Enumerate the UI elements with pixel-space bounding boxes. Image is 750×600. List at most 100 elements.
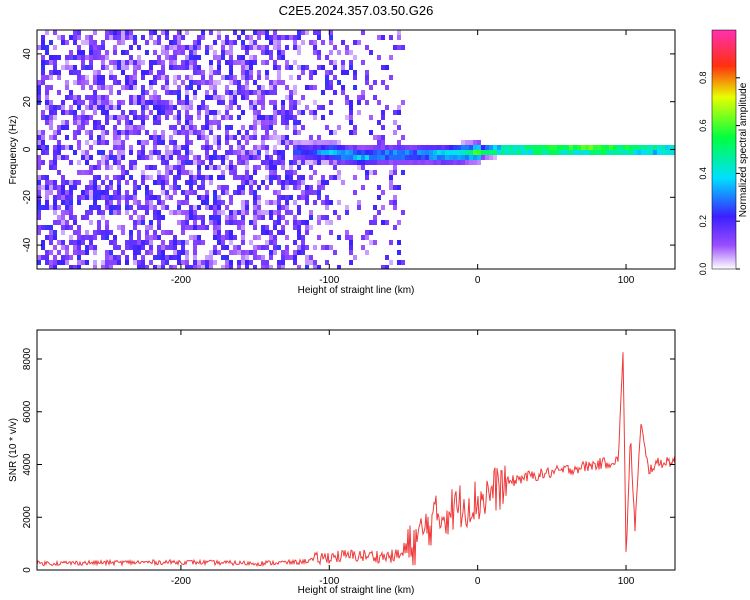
- heatmap-cell: [169, 230, 173, 235]
- heatmap-cell: [153, 235, 157, 240]
- heatmap-cell: [365, 150, 369, 155]
- heatmap-cell: [205, 120, 209, 125]
- heatmap-cell: [157, 55, 161, 60]
- heatmap-cell: [157, 195, 161, 200]
- heatmap-cell: [77, 125, 81, 130]
- heatmap-cell: [221, 245, 225, 250]
- heatmap-cell: [153, 180, 157, 185]
- heatmap-cell: [165, 150, 169, 155]
- x-tick-label: -200: [171, 275, 191, 286]
- heatmap-cell: [665, 150, 669, 155]
- heatmap-cell: [141, 95, 145, 100]
- heatmap-cell: [157, 120, 161, 125]
- heatmap-cell: [485, 155, 489, 160]
- heatmap-cell: [177, 115, 181, 120]
- heatmap-cell: [253, 225, 257, 230]
- heatmap-cell: [249, 65, 253, 70]
- heatmap-cell: [593, 145, 597, 150]
- heatmap-cell: [69, 210, 73, 215]
- heatmap-cell: [65, 80, 69, 85]
- heatmap-cell: [309, 260, 313, 265]
- heatmap-cell: [185, 110, 189, 115]
- heatmap-cell: [349, 130, 353, 135]
- heatmap-cell: [353, 125, 357, 130]
- heatmap-cell: [193, 95, 197, 100]
- heatmap-cell: [325, 145, 329, 150]
- heatmap-cell: [293, 100, 297, 105]
- heatmap-cell: [213, 140, 217, 145]
- heatmap-cell: [381, 65, 385, 70]
- heatmap-cell: [221, 50, 225, 55]
- heatmap-cell: [309, 40, 313, 45]
- heatmap-cell: [421, 145, 425, 150]
- heatmap-cell: [73, 180, 77, 185]
- heatmap-cell: [161, 250, 165, 255]
- heatmap-cell: [89, 35, 93, 40]
- heatmap-cell: [277, 40, 281, 45]
- heatmap-cell: [105, 200, 109, 205]
- heatmap-cell: [261, 30, 265, 35]
- heatmap-cell: [301, 160, 305, 165]
- heatmap-cell: [321, 40, 325, 45]
- heatmap-cell: [257, 90, 261, 95]
- heatmap-cell: [229, 165, 233, 170]
- heatmap-cell: [173, 245, 177, 250]
- heatmap-cell: [129, 150, 133, 155]
- heatmap-cell: [69, 110, 73, 115]
- heatmap-cell: [217, 60, 221, 65]
- heatmap-cell: [189, 105, 193, 110]
- heatmap-cell: [297, 150, 301, 155]
- heatmap-cell: [325, 180, 329, 185]
- heatmap-cell: [249, 105, 253, 110]
- heatmap-cell: [393, 160, 397, 165]
- heatmap-cell: [53, 260, 57, 265]
- heatmap-cell: [89, 220, 93, 225]
- heatmap-cell: [217, 95, 221, 100]
- heatmap-cell: [189, 180, 193, 185]
- heatmap-cell: [477, 155, 481, 160]
- heatmap-cell: [545, 150, 549, 155]
- heatmap-cell: [85, 170, 89, 175]
- heatmap-cell: [257, 110, 261, 115]
- heatmap-cell: [113, 190, 117, 195]
- heatmap-cell: [113, 155, 117, 160]
- heatmap-cell: [197, 160, 201, 165]
- heatmap-cell: [161, 60, 165, 65]
- heatmap-cell: [281, 140, 285, 145]
- heatmap-cell: [313, 40, 317, 45]
- heatmap-cell: [281, 105, 285, 110]
- heatmap-cell: [473, 145, 477, 150]
- heatmap-cell: [297, 250, 301, 255]
- heatmap-cell: [65, 195, 69, 200]
- colorbar-gradient: [711, 29, 737, 270]
- heatmap-cell: [57, 205, 61, 210]
- heatmap-cell: [165, 110, 169, 115]
- colorbar-ticks: 0.00.20.40.60.8: [698, 72, 740, 275]
- heatmap-cell: [81, 150, 85, 155]
- heatmap-cell: [97, 75, 101, 80]
- heatmap-cell: [173, 185, 177, 190]
- heatmap-cell: [289, 210, 293, 215]
- heatmap-cell: [137, 125, 141, 130]
- heatmap-cell: [377, 160, 381, 165]
- heatmap-cell: [49, 120, 53, 125]
- heatmap-cell: [77, 240, 81, 245]
- heatmap-cell: [293, 90, 297, 95]
- heatmap-cell: [121, 115, 125, 120]
- heatmap-cell: [201, 175, 205, 180]
- heatmap-cell: [353, 255, 357, 260]
- heatmap-cell: [305, 150, 309, 155]
- heatmap-cell: [241, 155, 245, 160]
- heatmap-cell: [333, 160, 337, 165]
- heatmap-cell: [285, 145, 289, 150]
- heatmap-cell: [141, 150, 145, 155]
- y-tick-label: -20: [22, 190, 33, 205]
- heatmap-cell: [97, 120, 101, 125]
- heatmap-cell: [389, 185, 393, 190]
- heatmap-cell: [157, 115, 161, 120]
- heatmap-cell: [485, 145, 489, 150]
- heatmap-cell: [209, 85, 213, 90]
- heatmap-cell: [241, 200, 245, 205]
- heatmap-cell: [337, 235, 341, 240]
